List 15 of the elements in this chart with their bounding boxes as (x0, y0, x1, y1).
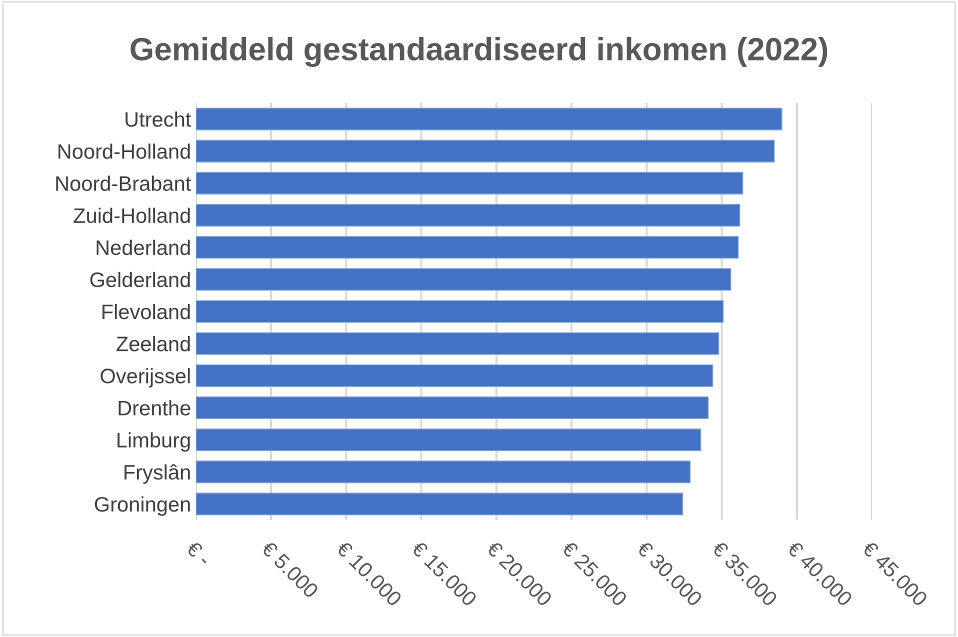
y-tick-label: Overijssel (100, 368, 190, 388)
y-tick-label: Flevoland (102, 304, 190, 320)
chart-title: Gemiddeld gestandaardiseerd inkomen (2022) (130, 37, 828, 67)
y-tick-label: Utrecht (126, 111, 191, 127)
x-tick-label: € - (185, 540, 212, 567)
y-tick-label: Fryslân (124, 464, 190, 484)
y-tick-label: Gelderland (90, 272, 190, 288)
y-tick-label: Noord-Brabant (56, 176, 191, 191)
y-tick-label: Zuid-Holland (74, 208, 190, 224)
y-tick-label: Drenthe (118, 400, 190, 416)
y-tick-label: Limburg (118, 432, 190, 452)
y-tick-label: Nederland (96, 240, 190, 256)
y-tick-label: Zeeland (116, 336, 190, 352)
y-tick-label: Noord-Holland (58, 144, 190, 159)
y-tick-label: Groningen (94, 496, 190, 516)
